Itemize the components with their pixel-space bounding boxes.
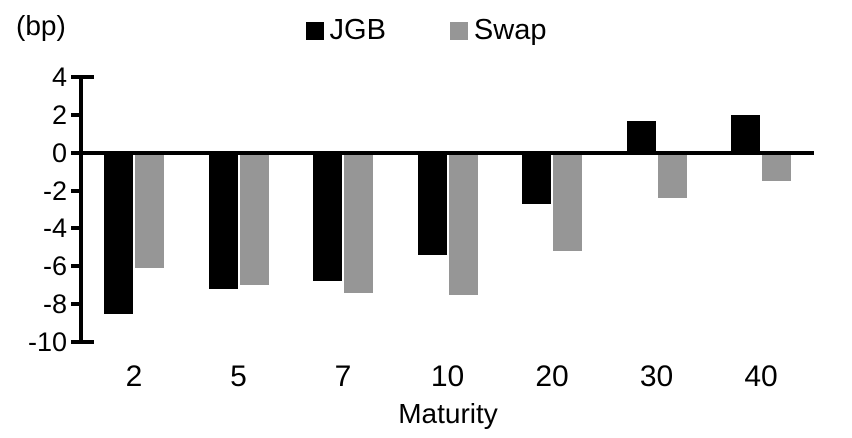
x-axis-title: Maturity — [398, 398, 498, 429]
legend-item-swap: Swap — [449, 14, 547, 47]
bar-swap-10 — [448, 152, 478, 295]
legend-item-jgb: JGB — [305, 14, 386, 47]
legend-label-jgb: JGB — [329, 14, 386, 46]
y-axis-unit-label: (bp) — [16, 10, 66, 41]
y-tick-mark — [71, 264, 79, 269]
y-tick-label: 4 — [51, 62, 67, 92]
bar-swap-2 — [135, 152, 164, 269]
bar-swap-5 — [239, 152, 269, 286]
y-tick-label: 2 — [51, 99, 67, 130]
y-axis-line — [79, 75, 83, 344]
legend-swatch-swap-icon — [449, 21, 468, 40]
bar-swap-40 — [762, 152, 791, 182]
bar-jgb-10 — [417, 152, 447, 255]
y-tick-label: -6 — [42, 251, 67, 282]
y-tick-mark — [71, 302, 79, 307]
bar-jgb-20 — [522, 152, 551, 204]
x-tick-label: 30 — [639, 360, 674, 393]
y-tick-label: -10 — [27, 327, 67, 357]
x-tick-label: 2 — [125, 360, 143, 393]
y-tick-mark — [71, 75, 79, 79]
bar-swap-30 — [657, 152, 687, 199]
chart-legend: JGB Swap — [0, 14, 852, 47]
bar-jgb-40 — [731, 114, 760, 153]
y-tick-label: -2 — [42, 175, 67, 206]
legend-swatch-jgb-icon — [305, 21, 324, 40]
y-tick-mark — [71, 340, 79, 344]
bar-jgb-2 — [104, 152, 133, 314]
bar-jgb-7 — [313, 152, 342, 282]
x-axis-zero-line — [79, 150, 814, 155]
bar-jgb-30 — [626, 120, 656, 153]
y-axis-top-cap — [79, 75, 94, 79]
y-tick-mark — [71, 112, 79, 117]
y-tick-label: -8 — [42, 289, 67, 320]
legend-label-swap: Swap — [473, 14, 547, 46]
x-tick-label: 40 — [744, 360, 778, 393]
bar-swap-7 — [344, 152, 373, 293]
y-tick-mark — [71, 226, 79, 231]
y-tick-mark — [71, 150, 79, 155]
y-tick-mark — [71, 188, 79, 193]
bar-swap-20 — [553, 152, 582, 252]
x-tick-label: 7 — [334, 360, 352, 393]
y-tick-label: -4 — [42, 213, 67, 244]
x-tick-label: 10 — [430, 360, 465, 393]
y-axis-bottom-cap — [79, 340, 94, 344]
x-tick-label: 20 — [535, 360, 569, 393]
x-tick-label: 5 — [230, 360, 247, 393]
y-tick-label: 0 — [51, 137, 67, 168]
bar-jgb-5 — [208, 152, 238, 289]
